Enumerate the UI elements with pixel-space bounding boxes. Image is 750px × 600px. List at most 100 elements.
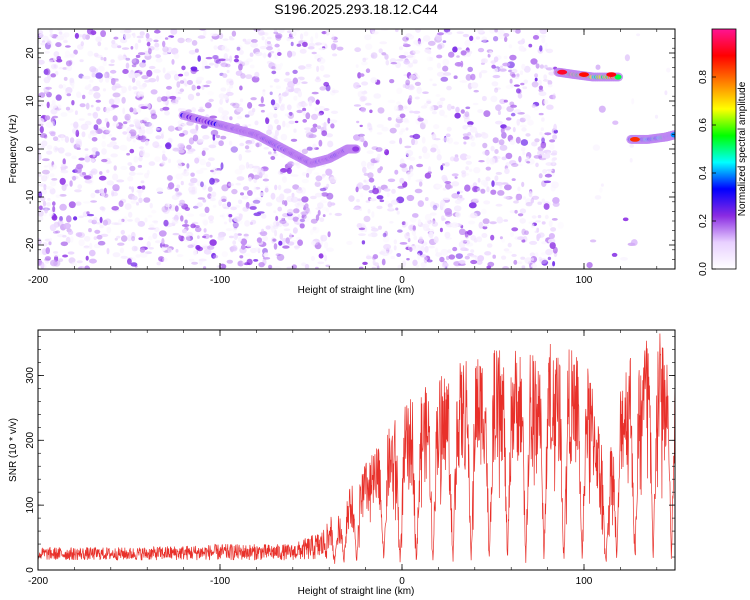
spectrogram-noise-cell <box>437 44 443 50</box>
spectrogram-noise-cell <box>511 163 519 167</box>
spectrogram-noise-cell <box>477 29 484 34</box>
spectrogram-noise-cell <box>40 261 45 269</box>
spectrogram-noise-cell <box>181 224 190 227</box>
spectrogram-noise-cell <box>297 214 301 219</box>
spectrogram-noise-cell <box>210 32 219 37</box>
spectrogram-noise-cell <box>112 145 120 150</box>
spectrogram-noise-cell <box>144 122 152 127</box>
spectrogram-noise-cell <box>422 35 431 42</box>
spectrogram-noise-cell <box>55 94 62 101</box>
spectrogram-noise-cell <box>514 209 518 214</box>
spectrogram-noise-cell <box>127 176 134 182</box>
spectrogram-noise-cell <box>389 140 396 144</box>
spectrogram-noise-cell <box>331 34 335 41</box>
spectrogram-noise-cell <box>271 66 276 70</box>
spectrogram-noise-cell <box>413 244 421 252</box>
spectrogram-noise-cell <box>492 74 501 79</box>
spectrogram-noise-cell <box>304 203 309 209</box>
spectrogram-noise-cell <box>104 107 111 114</box>
spectrogram-noise-cell <box>512 126 516 133</box>
spectrogram-noise-cell <box>464 233 470 239</box>
spectrogram-noise-cell <box>285 122 291 128</box>
spectrogram-noise-cell <box>394 169 399 175</box>
spectrogram-noise-cell <box>43 184 47 191</box>
spectrogram-noise-cell <box>308 210 312 215</box>
spectrogram-noise-cell <box>73 216 78 221</box>
spectrogram-noise-cell <box>494 87 499 93</box>
spectrogram-noise-cell <box>251 76 260 83</box>
spectrogram-noise-cell <box>162 46 169 53</box>
spectrogram-noise-cell <box>442 65 449 72</box>
spectrogram-noise-cell <box>125 29 131 34</box>
spectrogram-noise-cell <box>59 177 66 185</box>
spectrogram-noise-cell <box>361 91 368 95</box>
spectrogram-noise-cell <box>327 231 331 238</box>
spectrogram-noise-cell <box>445 183 452 190</box>
spectrogram-noise-cell <box>156 96 162 103</box>
spectrogram-noise-cell <box>112 92 121 98</box>
spectrogram-noise-cell <box>429 57 434 61</box>
spectrogram-noise-cell <box>319 86 327 91</box>
spectrogram-noise-cell <box>240 192 244 196</box>
spectrogram-noise-cell <box>320 192 329 197</box>
spectrogram-noise-cell <box>74 189 82 193</box>
spectrogram-noise-cell <box>177 149 185 154</box>
spectrogram-noise-cell <box>519 70 524 75</box>
spectrogram-noise-cell <box>55 70 59 76</box>
spectrogram-noise-cell <box>363 215 371 223</box>
spectrogram-noise-cell <box>62 234 67 238</box>
spectrogram-noise-cell <box>518 45 525 52</box>
spectrogram-noise-cell <box>220 195 227 202</box>
spectrogram-noise-cell <box>486 157 490 165</box>
spectrogram-noise-cell <box>172 147 180 152</box>
spectrogram-noise-cell <box>315 99 320 105</box>
spectrogram-noise-cell <box>49 237 52 242</box>
spectrogram-noise-cell <box>106 247 110 255</box>
spectrogram-noise-cell <box>443 114 448 118</box>
spectrogram-noise-cell <box>325 207 330 213</box>
spectrogram-noise-cell <box>399 177 405 184</box>
spectrogram-noise-cell <box>301 214 307 220</box>
spectrogram-noise-cell <box>360 192 364 198</box>
spectrogram-noise-cell <box>490 95 498 103</box>
spectrogram-noise-cell <box>389 58 397 64</box>
spectrogram-noise-cell <box>536 227 540 233</box>
spectrogram-noise-cell <box>429 57 434 61</box>
spectrogram-noise-cell <box>250 42 258 48</box>
spectrogram-noise-cell <box>489 221 497 225</box>
spectrogram-noise-cell <box>306 173 310 178</box>
spectrogram-noise-cell <box>412 110 421 114</box>
spectrogram-noise-cell <box>493 36 499 42</box>
spectrogram-noise-cell <box>507 242 512 248</box>
spectrogram-noise-cell <box>365 43 373 50</box>
snr-series-line <box>38 333 675 564</box>
spectrogram-noise-cell <box>463 141 467 145</box>
colorbar-tick-label: 0.4 <box>698 166 709 180</box>
spectrogram-noise-cell <box>101 191 106 197</box>
spectrogram-noise-cell <box>611 252 618 257</box>
spectrogram-noise-cell <box>550 227 557 232</box>
spectrogram-noise-cell <box>666 67 671 73</box>
spectrogram-noise-cell <box>269 91 273 96</box>
spectrogram-noise-cell <box>131 245 138 252</box>
spectrogram-noise-cell <box>551 218 558 221</box>
spectrogram-noise-cell <box>205 56 213 60</box>
spectrogram-noise-cell <box>101 207 106 211</box>
spectrogram-noise-cell <box>142 152 151 158</box>
spectrogram-noise-cell <box>437 148 441 156</box>
spectrogram-noise-cell <box>117 54 123 61</box>
spectrogram-noise-cell <box>161 161 166 166</box>
spectrogram-noise-cell <box>236 45 243 51</box>
spectrogram-noise-cell <box>545 67 554 71</box>
spectrogram-noise-cell <box>542 79 550 82</box>
spectrogram-noise-cell <box>530 58 538 65</box>
spectrogram-noise-cell <box>435 184 443 189</box>
spectrogram-noise-cell <box>310 240 316 246</box>
y-tick-label: 10 <box>25 95 36 107</box>
spectrogram-noise-cell <box>622 217 629 222</box>
spectrogram-noise-cell <box>503 126 512 130</box>
spectrogram-noise-cell <box>238 49 244 55</box>
spectrogram-noise-cell <box>133 156 139 163</box>
spectrogram-noise-cell <box>417 253 421 260</box>
spectrogram-noise-cell <box>55 230 61 234</box>
